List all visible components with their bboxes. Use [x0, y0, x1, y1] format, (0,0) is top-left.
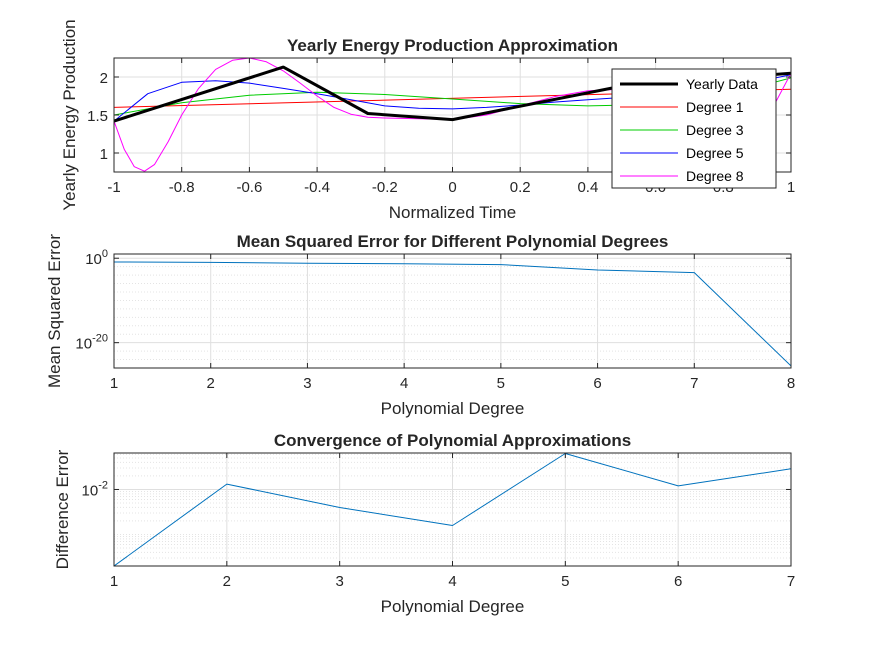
x-axis-label: Polynomial Degree — [381, 597, 525, 616]
x-tick-label: 3 — [303, 375, 311, 392]
chart-title: Mean Squared Error for Different Polynom… — [237, 232, 669, 251]
x-tick-label: -0.4 — [304, 179, 330, 196]
x-axis-label: Polynomial Degree — [381, 399, 525, 418]
legend-label: Degree 3 — [686, 122, 744, 138]
series-group — [114, 261, 791, 367]
y-tick-exponent: -20 — [92, 333, 108, 345]
x-tick-label: 2 — [207, 375, 215, 392]
x-tick-label: 5 — [497, 375, 505, 392]
x-tick-label: 0.2 — [510, 179, 531, 196]
x-tick-label: 5 — [561, 573, 569, 590]
x-tick-label: -0.6 — [236, 179, 262, 196]
legend-box — [611, 68, 777, 189]
x-tick-label: 4 — [400, 375, 408, 392]
x-tick-label: -1 — [107, 179, 120, 196]
x-tick-label: 0.4 — [577, 179, 598, 196]
axes-box — [113, 253, 792, 369]
energy-approximation-chart: -1-0.8-0.6-0.4-0.200.20.40.60.8111.52Yea… — [60, 19, 795, 222]
x-tick-label: 7 — [787, 573, 795, 590]
legend-label: Degree 5 — [686, 145, 744, 161]
x-tick-label: 7 — [690, 375, 698, 392]
x-tick-label: 1 — [787, 179, 795, 196]
series-group — [114, 453, 791, 566]
y-tick-label: 10-20 — [75, 333, 108, 353]
x-tick-label: -0.8 — [169, 179, 195, 196]
x-tick-label: 6 — [593, 375, 601, 392]
x-tick-label: -0.2 — [372, 179, 398, 196]
y-tick-label: 2 — [100, 70, 108, 87]
x-tick-label: 3 — [335, 573, 343, 590]
chart-title: Yearly Energy Production Approximation — [287, 36, 618, 55]
y-axis-label: Yearly Energy Production — [60, 19, 79, 210]
y-tick-exponent: 0 — [102, 248, 108, 260]
x-tick-label: 0 — [448, 179, 456, 196]
y-tick-label: 10-2 — [82, 479, 108, 499]
series-line — [114, 453, 791, 566]
x-tick-label: 1 — [110, 573, 118, 590]
series-line — [114, 261, 791, 367]
x-tick-label: 2 — [223, 573, 231, 590]
x-tick-label: 1 — [110, 375, 118, 392]
x-tick-label: 4 — [448, 573, 456, 590]
plot-area — [114, 254, 791, 368]
x-axis-label: Normalized Time — [389, 203, 517, 222]
y-tick-label: 1 — [100, 146, 108, 163]
legend-label: Yearly Data — [686, 76, 758, 92]
y-tick-label: 1.5 — [87, 108, 108, 125]
y-tick-base: 10 — [75, 336, 92, 353]
y-tick-exponent: -2 — [98, 479, 108, 491]
legend-label: Degree 8 — [686, 168, 744, 184]
legend-label: Degree 1 — [686, 99, 744, 115]
chart-title: Convergence of Polynomial Approximations — [274, 431, 631, 450]
y-axis-label: Mean Squared Error — [45, 234, 64, 388]
y-tick-label: 100 — [85, 248, 108, 268]
convergence-chart: 1 2 3 4 5 6 7 10-2 Convergence of Polynomial App… — [53, 431, 795, 616]
x-tick-label: 8 — [787, 375, 795, 392]
y-axis-label: Difference Error — [53, 449, 72, 569]
y-tick-base: 10 — [85, 251, 102, 268]
legend: Yearly Data Degree 1 Degree 3 Degree 5 Degre… — [611, 68, 777, 189]
x-tick-label: 6 — [674, 573, 682, 590]
y-tick-base: 10 — [82, 482, 99, 499]
